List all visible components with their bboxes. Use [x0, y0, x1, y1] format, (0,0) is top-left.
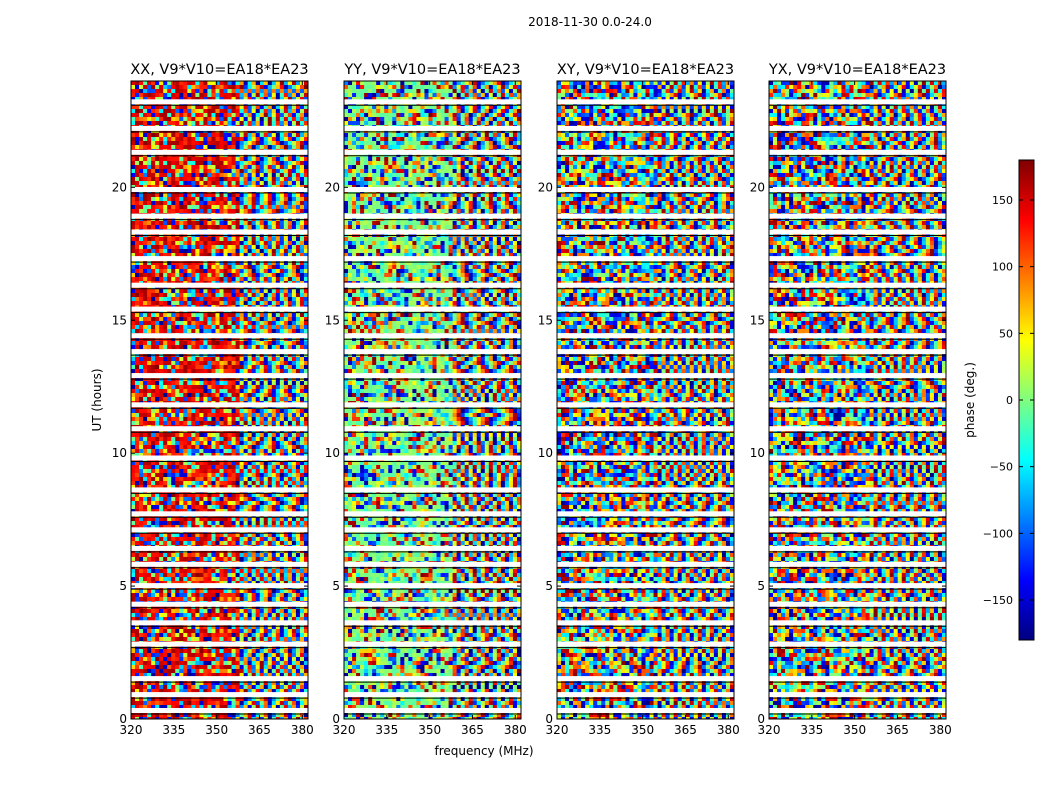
y-tick-label: 20 [750, 180, 765, 194]
x-tick-label: 365 [461, 723, 484, 737]
x-tick-label: 380 [291, 723, 314, 737]
phase-waterfall [344, 81, 522, 719]
y-tick-label: 15 [325, 313, 340, 327]
panel-frame [343, 80, 522, 720]
x-tick-label: 335 [588, 723, 611, 737]
panel-title: XY, V9*V10=EA18*EA23 [557, 62, 734, 78]
phase-waterfall [557, 81, 735, 719]
x-tick-label: 320 [546, 723, 569, 737]
x-tick-label: 365 [886, 723, 909, 737]
colorbar-tick-label: 0 [1006, 394, 1013, 407]
x-tick-label: 320 [333, 723, 356, 737]
x-tick-label: 350 [418, 723, 441, 737]
figure-suptitle: 2018-11-30 0.0-24.0 [528, 15, 652, 29]
panel-frame [768, 80, 947, 720]
x-tick-label: 335 [162, 723, 185, 737]
x-tick-label: 380 [717, 723, 740, 737]
x-tick-label: 380 [504, 723, 527, 737]
panels: XX, V9*V10=EA18*EA23 320 335 350 365 380 0 5 10 1… [112, 62, 952, 737]
x-tick-label: 335 [800, 723, 823, 737]
x-tick-label: 350 [205, 723, 228, 737]
y-tick-label: 0 [757, 712, 765, 726]
y-tick-label: 5 [119, 579, 127, 593]
panel-frame [556, 80, 735, 720]
y-tick-label: 0 [332, 712, 340, 726]
panel-title: YX, V9*V10=EA18*EA23 [768, 62, 946, 78]
x-tick-label: 380 [929, 723, 952, 737]
y-tick-label: 0 [119, 712, 127, 726]
x-axis-label: frequency (MHz) [434, 744, 533, 758]
panel-frame [130, 80, 309, 720]
x-tick-label: 350 [843, 723, 866, 737]
y-tick-label: 10 [538, 446, 553, 460]
x-tick-label: 365 [674, 723, 697, 737]
y-tick-label: 20 [538, 180, 553, 194]
x-tick-label: 320 [120, 723, 143, 737]
y-tick-label: 5 [332, 579, 340, 593]
y-axis-label: UT (hours) [90, 368, 104, 431]
x-tick-label: 365 [248, 723, 271, 737]
panel-title: XX, V9*V10=EA18*EA23 [130, 62, 308, 78]
colorbar-tick-label: 50 [999, 327, 1013, 340]
x-tick-label: 350 [631, 723, 654, 737]
colorbar-tick-label: 100 [992, 261, 1013, 274]
panel-2: YY, V9*V10=EA18*EA23 320 335 350 365 380 0 5 10 1… [325, 62, 527, 737]
x-tick-label: 320 [758, 723, 781, 737]
colorbar-tick-label: 150 [992, 194, 1013, 207]
x-tick-label: 335 [375, 723, 398, 737]
colorbar-tick-label: −100 [983, 527, 1013, 540]
y-tick-label: 20 [325, 180, 340, 194]
y-tick-label: 10 [750, 446, 765, 460]
colorbar-tick-label: −50 [990, 461, 1013, 474]
phase-waterfall [769, 81, 947, 719]
panel-title: YY, V9*V10=EA18*EA23 [343, 62, 520, 78]
y-tick-label: 15 [750, 313, 765, 327]
colorbar-tick-label: −150 [983, 594, 1013, 607]
y-tick-label: 10 [325, 446, 340, 460]
colorbar: 150 100 50 0 −50 −100 −150 [983, 159, 1035, 641]
y-tick-label: 15 [112, 313, 127, 327]
y-tick-label: 5 [545, 579, 553, 593]
panel-1: XX, V9*V10=EA18*EA23 320 335 350 365 380 0 5 10 1… [112, 62, 314, 737]
y-tick-label: 10 [112, 446, 127, 460]
colorbar-label: phase (deg.) [963, 362, 977, 438]
y-tick-label: 5 [757, 579, 765, 593]
y-tick-label: 15 [538, 313, 553, 327]
panel-4: YX, V9*V10=EA18*EA23 320 335 350 365 380 0 5 10 1… [750, 62, 952, 737]
y-tick-label: 20 [112, 180, 127, 194]
y-tick-label: 0 [545, 712, 553, 726]
panel-3: XY, V9*V10=EA18*EA23 320 335 350 365 380 0 5 10 1… [538, 62, 740, 737]
phase-waterfall [131, 81, 309, 719]
